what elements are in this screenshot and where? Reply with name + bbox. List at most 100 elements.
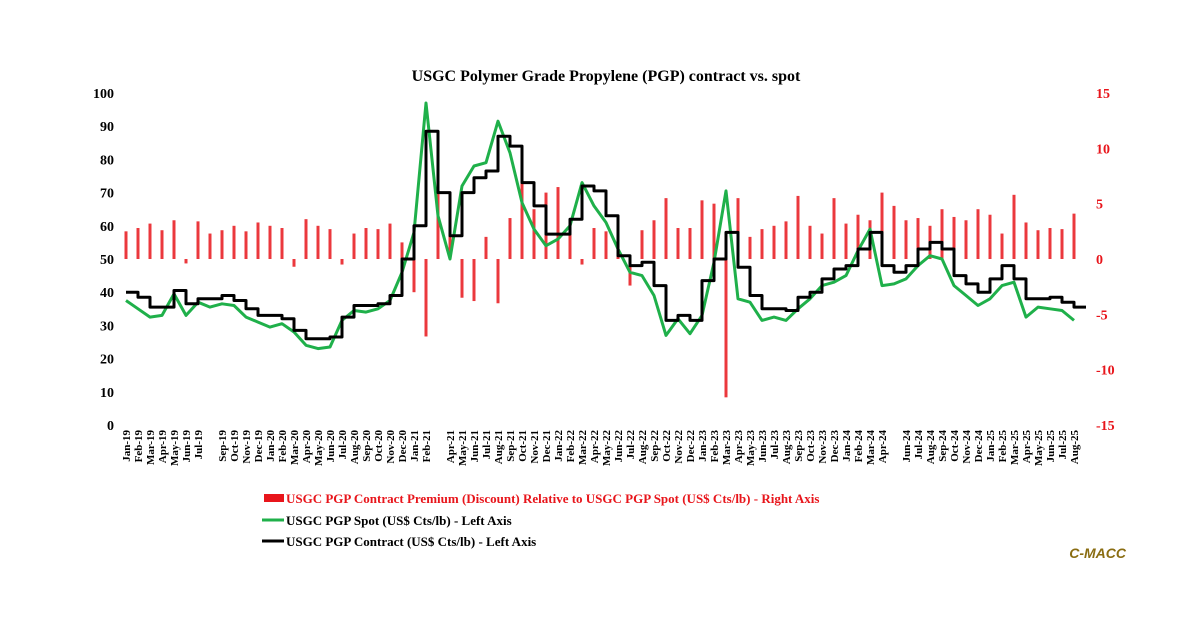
premium-bar-dec-24 xyxy=(976,209,980,259)
x-tick-jan-19: Jan-19 xyxy=(121,430,133,462)
x-tick-may-23: May-23 xyxy=(745,430,757,467)
x-tick-oct-22: Oct-22 xyxy=(661,430,673,462)
x-tick-dec-22: Dec-22 xyxy=(685,430,697,463)
premium-bar-nov-24 xyxy=(964,220,968,259)
price-lines xyxy=(125,101,1086,351)
x-tick-sep-23: Sep-23 xyxy=(793,430,805,462)
x-tick-jun-24: Jun-24 xyxy=(901,430,913,463)
x-tick-aug-24: Aug-24 xyxy=(925,430,937,465)
premium-bar-apr-25 xyxy=(1024,222,1028,259)
left-tick-40: 40 xyxy=(100,286,114,301)
premium-bar-jan-24 xyxy=(844,223,848,259)
premium-bar-may-25 xyxy=(1036,230,1040,259)
premium-bar-feb-20 xyxy=(280,228,284,259)
premium-bar-feb-24 xyxy=(856,214,860,259)
x-tick-mar-23: Mar-23 xyxy=(721,430,733,466)
premium-bar-sep-24 xyxy=(940,209,944,259)
premium-bar-mar-25 xyxy=(1012,194,1016,259)
premium-bar-apr-24 xyxy=(880,192,884,259)
premium-bar-sep-23 xyxy=(796,195,800,259)
legend-label-premium: USGC PGP Contract Premium (Discount) Rel… xyxy=(286,491,819,506)
x-tick-dec-24: Dec-24 xyxy=(973,430,985,463)
x-tick-apr-19: Apr-19 xyxy=(157,430,169,464)
right-axis-ticks: -15 -10 -5 0 5 10 15 xyxy=(1096,87,1115,434)
x-tick-jul-25: Jul-25 xyxy=(1057,430,1069,460)
premium-bar-jan-25 xyxy=(988,214,992,259)
right-tick-5: 5 xyxy=(1096,198,1103,213)
premium-bar-oct-19 xyxy=(232,225,236,259)
premium-bar-jun-25 xyxy=(1048,228,1052,259)
premium-bar-may-22 xyxy=(604,231,608,259)
premium-bar-oct-20 xyxy=(376,229,380,259)
x-tick-feb-21: Feb-21 xyxy=(421,430,433,462)
x-tick-nov-24: Nov-24 xyxy=(961,430,973,464)
premium-bar-apr-22 xyxy=(592,228,596,259)
x-tick-jan-23: Jan-23 xyxy=(697,430,709,462)
premium-bar-sep-20 xyxy=(364,228,368,259)
x-tick-mar-22: Mar-22 xyxy=(577,430,589,466)
premium-bar-jun-23 xyxy=(760,229,764,259)
premium-bar-aug-25 xyxy=(1072,213,1076,259)
premium-bar-jan-21 xyxy=(412,259,416,293)
x-tick-mar-19: Mar-19 xyxy=(145,430,157,466)
right-tick-0: 0 xyxy=(1096,253,1103,268)
left-tick-60: 60 xyxy=(100,220,114,235)
premium-bar-oct-23 xyxy=(808,225,812,259)
x-tick-jun-19: Jun-19 xyxy=(181,430,193,463)
premium-bar-nov-23 xyxy=(820,233,824,259)
x-tick-feb-22: Feb-22 xyxy=(565,430,577,463)
x-tick-apr-20: Apr-20 xyxy=(301,430,313,464)
x-tick-sep-20: Sep-20 xyxy=(361,430,373,462)
x-tick-sep-21: Sep-21 xyxy=(505,430,517,462)
x-tick-oct-21: Oct-21 xyxy=(517,430,529,462)
x-tick-oct-23: Oct-23 xyxy=(805,430,817,462)
x-tick-jan-22: Jan-22 xyxy=(553,430,565,462)
premium-bar-may-23 xyxy=(748,236,752,259)
left-tick-30: 30 xyxy=(100,319,114,334)
premium-bar-jul-23 xyxy=(772,225,776,259)
x-tick-sep-22: Sep-22 xyxy=(649,430,661,462)
x-tick-apr-23: Apr-23 xyxy=(733,430,745,464)
premium-bar-aug-19 xyxy=(208,233,212,259)
premium-bar-may-19 xyxy=(172,220,176,259)
x-tick-aug-25: Aug-25 xyxy=(1069,430,1081,465)
x-tick-feb-19: Feb-19 xyxy=(133,430,145,463)
x-tick-jan-21: Jan-21 xyxy=(409,430,421,462)
x-tick-may-22: May-22 xyxy=(601,430,613,467)
x-tick-may-25: May-25 xyxy=(1033,430,1045,467)
x-tick-oct-20: Oct-20 xyxy=(373,430,385,462)
premium-bar-feb-23 xyxy=(712,203,716,259)
x-tick-jun-23: Jun-23 xyxy=(757,430,769,463)
x-tick-jun-22: Jun-22 xyxy=(613,430,625,463)
right-tick-15: 15 xyxy=(1096,87,1110,102)
premium-bar-mar-23 xyxy=(724,259,728,398)
premium-bar-aug-22 xyxy=(640,230,644,259)
x-tick-may-20: May-20 xyxy=(313,430,325,467)
premium-bar-mar-20 xyxy=(292,259,296,267)
x-tick-aug-23: Aug-23 xyxy=(781,430,793,465)
premium-bar-jun-24 xyxy=(904,220,908,259)
premium-bar-may-24 xyxy=(892,205,896,259)
x-tick-apr-21: Apr-21 xyxy=(445,430,457,463)
x-tick-feb-20: Feb-20 xyxy=(277,430,289,463)
x-tick-jul-21: Jul-21 xyxy=(481,430,493,459)
left-tick-10: 10 xyxy=(100,386,114,401)
x-tick-dec-21: Dec-21 xyxy=(541,430,553,462)
premium-bar-feb-19 xyxy=(136,228,140,259)
x-tick-apr-22: Apr-22 xyxy=(589,430,601,464)
x-tick-jun-20: Jun-20 xyxy=(325,430,337,463)
x-tick-may-19: May-19 xyxy=(169,430,181,467)
premium-bar-nov-22 xyxy=(676,228,680,259)
x-tick-jan-25: Jan-25 xyxy=(985,430,997,462)
premium-bar-sep-19 xyxy=(220,230,224,259)
premium-bar-aug-23 xyxy=(784,221,788,259)
x-tick-mar-20: Mar-20 xyxy=(289,430,301,466)
x-tick-jan-20: Jan-20 xyxy=(265,430,277,462)
legend-label-contract: USGC PGP Contract (US$ Cts/lb) - Left Ax… xyxy=(286,534,536,549)
contract-price-line xyxy=(126,129,1086,341)
premium-bar-dec-20 xyxy=(400,242,404,259)
premium-bar-jun-20 xyxy=(328,229,332,259)
right-tick--5: -5 xyxy=(1096,308,1108,323)
premium-bar-sep-21 xyxy=(508,218,512,259)
brand-label: C-MACC xyxy=(1069,545,1127,561)
